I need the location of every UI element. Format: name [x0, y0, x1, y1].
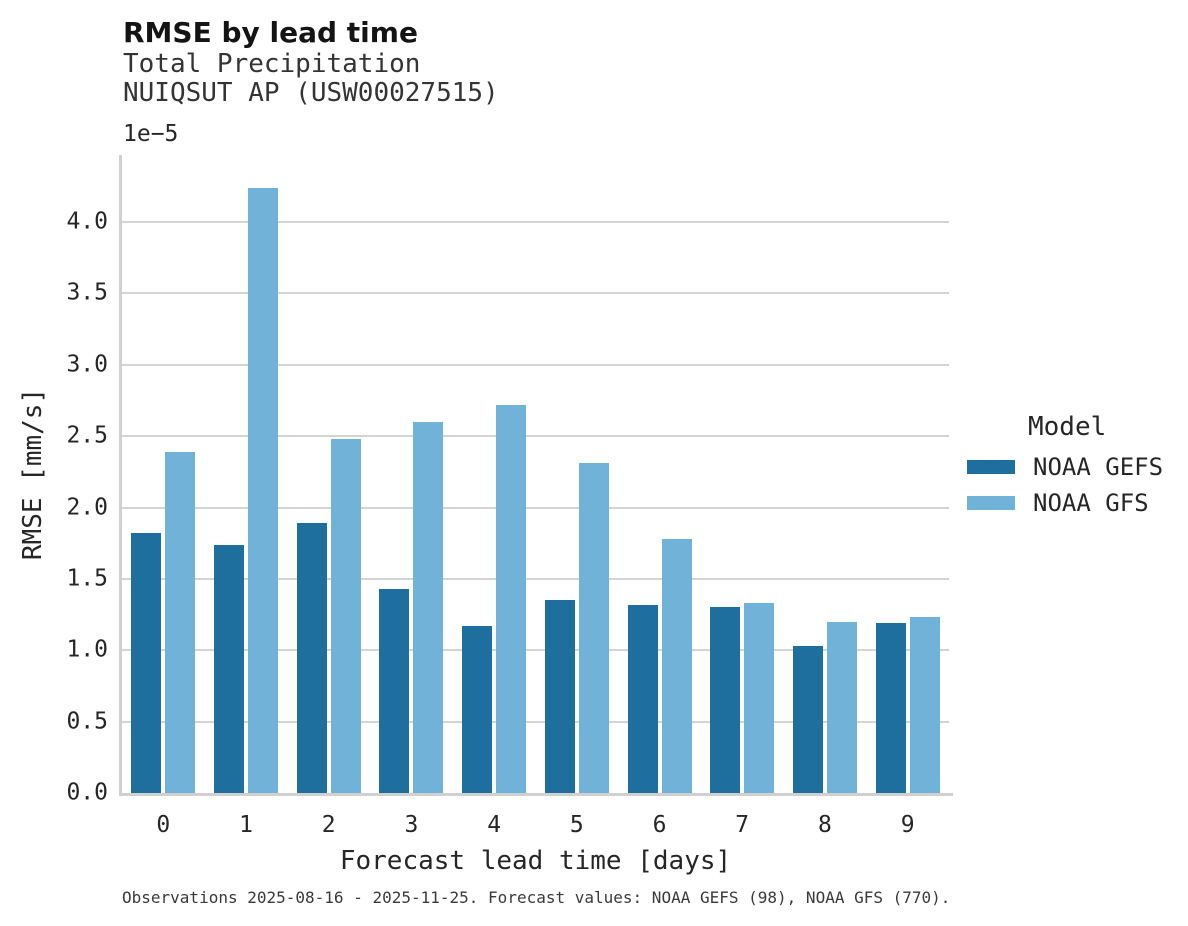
y-tick-label: 0.0	[66, 779, 108, 806]
y-tick-label: 3.5	[66, 279, 108, 306]
x-tick-label: 4	[487, 812, 502, 838]
bar-group-lead-9	[866, 155, 949, 793]
chart-subtitle-variable: Total Precipitation	[123, 49, 421, 79]
gridline	[122, 649, 949, 652]
bar-noaa-gefs-lead-6	[627, 604, 658, 793]
y-tick-label: 3.0	[66, 351, 108, 378]
chart-title: RMSE by lead time	[123, 16, 418, 49]
bar-group-lead-3	[370, 155, 453, 793]
bar-noaa-gfs-lead-3	[413, 421, 444, 793]
legend-label: NOAA GFS	[1033, 489, 1149, 517]
bar-noaa-gefs-lead-3	[379, 588, 410, 793]
bar-noaa-gfs-lead-5	[578, 463, 609, 793]
x-tick-label: 0	[156, 812, 171, 838]
legend: Model NOAA GEFS NOAA GFS	[967, 412, 1163, 527]
bar-noaa-gefs-lead-4	[462, 626, 493, 793]
gridline	[122, 720, 949, 723]
gridline	[122, 577, 949, 580]
y-tick-labels: 0.0 0.5 1.0 1.5 2.0 2.5 3.0 3.5 4.0	[30, 155, 108, 804]
x-tick-label: 7	[735, 812, 750, 838]
x-tick-label: 5	[569, 812, 584, 838]
legend-swatch-icon	[967, 460, 1015, 474]
gridline	[122, 435, 949, 438]
bar-noaa-gfs-lead-0	[165, 451, 196, 793]
y-tick-label: 2.5	[66, 422, 108, 449]
x-tick-label: 9	[900, 812, 915, 838]
bar-noaa-gefs-lead-1	[214, 544, 245, 793]
bar-group-lead-7	[701, 155, 784, 793]
legend-entry: NOAA GFS	[967, 489, 1163, 517]
bar-group-lead-4	[453, 155, 536, 793]
bar-group-lead-2	[287, 155, 370, 793]
x-tick-label: 3	[404, 812, 419, 838]
legend-title: Model	[1028, 412, 1107, 442]
bar-noaa-gefs-lead-9	[875, 623, 906, 793]
x-axis-spine	[119, 793, 953, 796]
y-tick-label: 1.5	[66, 565, 108, 592]
y-tick-label: 1.0	[66, 636, 108, 663]
bar-noaa-gfs-lead-4	[496, 404, 527, 793]
bar-noaa-gfs-lead-7	[744, 603, 775, 793]
legend-label: NOAA GEFS	[1033, 453, 1164, 481]
gridline	[122, 221, 949, 224]
bar-noaa-gefs-lead-0	[131, 533, 162, 793]
bar-group-lead-1	[205, 155, 288, 793]
x-tick-label: 2	[321, 812, 336, 838]
x-tick-label: 6	[652, 812, 667, 838]
y-tick-label: 4.0	[66, 208, 108, 235]
legend-entries: NOAA GEFS NOAA GFS	[967, 453, 1164, 517]
y-axis-offset-label: 1e−5	[123, 121, 179, 147]
gridline	[122, 363, 949, 366]
bar-noaa-gefs-lead-8	[792, 646, 823, 793]
bar-noaa-gefs-lead-7	[710, 607, 741, 793]
bar-group-lead-0	[122, 155, 205, 793]
figure-caption: Observations 2025-08-16 - 2025-11-25. Fo…	[122, 888, 951, 907]
bar-group-lead-6	[618, 155, 701, 793]
plot-area	[119, 155, 953, 796]
bar-noaa-gfs-lead-9	[909, 617, 940, 793]
x-tick-label: 1	[239, 812, 253, 838]
y-axis-spine	[119, 155, 122, 796]
legend-entry: NOAA GEFS	[967, 453, 1164, 481]
bar-noaa-gefs-lead-5	[544, 600, 575, 793]
bar-group-lead-5	[536, 155, 619, 793]
bar-noaa-gfs-lead-2	[330, 439, 361, 793]
bar-group-lead-8	[784, 155, 867, 793]
legend-swatch-icon	[967, 496, 1015, 510]
chart-subtitle-station: NUIQSUT AP (USW00027515)	[123, 78, 499, 108]
gridline	[122, 506, 949, 509]
x-tick-label: 8	[818, 812, 832, 838]
y-tick-label: 2.0	[66, 494, 108, 521]
x-tick-labels: 0 1 2 3 4 5 6 7 8 9	[122, 812, 949, 840]
bar-noaa-gfs-lead-6	[661, 538, 692, 793]
y-tick-label: 0.5	[66, 708, 108, 735]
x-axis-label: Forecast lead time [days]	[339, 846, 732, 876]
gridline	[122, 292, 949, 295]
bar-noaa-gfs-lead-8	[826, 621, 857, 793]
bar-noaa-gefs-lead-2	[296, 523, 327, 793]
bar-noaa-gfs-lead-1	[248, 187, 279, 793]
